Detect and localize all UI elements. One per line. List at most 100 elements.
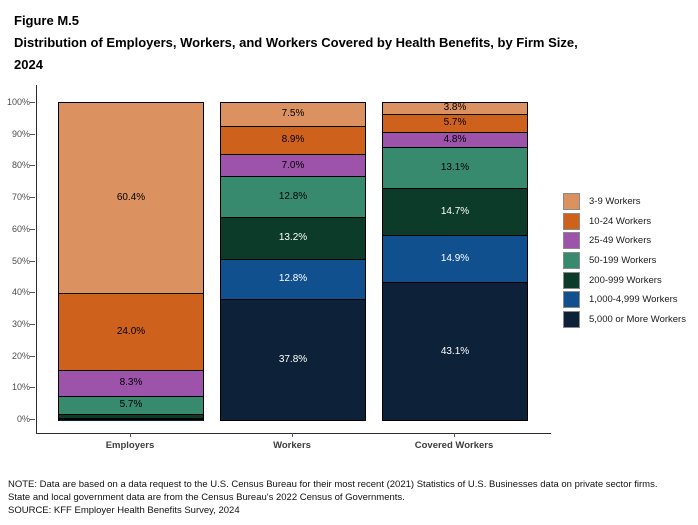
footnote-block: NOTE: Data are based on a data request t… (8, 478, 658, 517)
segment-value-label: 37.8% (278, 354, 308, 366)
legend-swatch (563, 271, 580, 289)
bar-segment: 8.3% (59, 370, 203, 397)
y-axis-tick-label: 60% (11, 223, 30, 234)
bar-segment: 24.0% (59, 294, 203, 371)
legend-swatch (563, 193, 580, 211)
bar-segment: 4.8% (383, 132, 527, 148)
stacked-bar: 3.8% 5.7% 4.8% 13.1% 14.7% 14.9% 43.1% (382, 101, 528, 421)
x-axis-tick-mark (130, 433, 131, 437)
y-axis-tick-mark (30, 323, 35, 325)
bar-segment: 60.4% (59, 103, 203, 295)
legend-item: 10-24 Workers (563, 212, 686, 232)
stacked-bar: 60.4% 24.0% 8.3% 5.7% (58, 102, 204, 421)
y-axis-tick-mark (30, 197, 35, 199)
y-axis-tick-mark (30, 260, 35, 262)
legend-label: 3-9 Workers (589, 196, 641, 208)
segment-value-label: 5.7% (119, 399, 143, 411)
y-axis-tick-label: 80% (11, 160, 30, 171)
legend-label: 200-999 Workers (589, 274, 662, 286)
legend-swatch (563, 310, 580, 328)
legend-item: 50-199 Workers (563, 251, 686, 271)
legend-item: 200-999 Workers (563, 270, 686, 290)
y-axis-tick-mark (30, 355, 35, 357)
y-axis-tick-label: 70% (11, 192, 30, 203)
bar-segment: 43.1% (383, 283, 527, 420)
y-axis-tick-label: 30% (11, 318, 30, 329)
x-axis-tick-mark (454, 433, 455, 437)
y-axis-tick-mark (30, 387, 35, 389)
bar-segment: 7.5% (221, 103, 365, 127)
segment-value-label: 7.0% (281, 159, 305, 171)
y-axis-tick-label: 20% (11, 350, 30, 361)
y-axis-tick-mark (30, 419, 35, 420)
segment-value-label: 3.8% (443, 102, 467, 114)
bar-segment: 5.7% (383, 114, 527, 133)
bar-segment: 12.8% (221, 259, 365, 301)
segment-value-label: 12.8% (278, 273, 308, 285)
legend-label: 5,000 or More Workers (589, 313, 686, 325)
figure-label: Figure M.5 (14, 13, 80, 28)
legend-item: 25-49 Workers (563, 231, 686, 251)
y-axis-tick-label: 90% (11, 128, 30, 139)
legend-label: 50-199 Workers (589, 255, 657, 267)
legend-swatch (563, 291, 580, 309)
y-axis-tick-label: 100% (6, 97, 30, 107)
y-axis-tick-mark (30, 165, 35, 167)
bar-segment: 12.8% (221, 177, 365, 218)
y-axis-tick-mark (30, 228, 35, 230)
x-axis-category-label: Covered Workers (414, 440, 494, 451)
legend-item: 3-9 Workers (563, 192, 686, 212)
bar-segment: 7.0% (221, 154, 365, 178)
segment-value-label: 8.3% (119, 377, 143, 389)
legend-label: 1,000-4,999 Workers (589, 294, 678, 306)
segment-value-label: 13.2% (278, 232, 308, 244)
legend-item: 1,000-4,999 Workers (563, 290, 686, 310)
figure-title-year: 2024 (14, 57, 43, 72)
bar-segment: 14.7% (383, 189, 527, 237)
legend-swatch (563, 232, 580, 250)
legend-item: 5,000 or More Workers (563, 310, 686, 330)
segment-value-label: 13.1% (440, 162, 470, 174)
x-axis-category-label: Employers (105, 440, 155, 451)
segment-value-label: 7.5% (281, 108, 305, 120)
segment-value-label: 8.9% (281, 134, 305, 146)
y-axis-tick-mark (30, 102, 35, 103)
segment-value-label: 43.1% (440, 345, 470, 357)
y-axis-tick-mark (30, 292, 35, 294)
note-text: NOTE: Data are based on a data request t… (8, 479, 658, 503)
y-axis-tick-label: 40% (11, 287, 30, 298)
bar-segment: 14.9% (383, 236, 527, 284)
bar-segment: 5.7% (59, 396, 203, 415)
segment-value-label: 5.7% (443, 117, 467, 129)
bar-segment: 3.8% (383, 102, 527, 115)
legend-label: 25-49 Workers (589, 235, 652, 247)
segment-value-label: 14.9% (440, 253, 470, 265)
figure-title: Distribution of Employers, Workers, and … (14, 35, 578, 50)
y-axis-tick-label: 0% (16, 414, 30, 424)
segment-value-label: 14.7% (440, 206, 470, 218)
bar-segment: 13.1% (383, 147, 527, 190)
figure-heading: Figure M.5 Distribution of Employers, Wo… (14, 10, 674, 76)
y-axis-tick-label: 10% (11, 382, 30, 393)
bar-segment: 13.2% (221, 217, 365, 260)
bar-segment (59, 418, 203, 420)
bar-segment: 37.8% (221, 300, 365, 420)
source-text: SOURCE: KFF Employer Health Benefits Sur… (8, 505, 240, 516)
segment-value-label: 60.4% (116, 192, 146, 204)
segment-value-label: 4.8% (443, 133, 467, 145)
legend-swatch (563, 212, 580, 230)
y-axis-tick-mark (30, 133, 35, 135)
plot-panel-axes (36, 85, 551, 434)
segment-value-label: 24.0% (116, 325, 146, 337)
bar-segment (59, 414, 203, 419)
legend-label: 10-24 Workers (589, 215, 652, 227)
chart-legend: 3-9 Workers 10-24 Workers 25-49 Workers 50-… (563, 192, 686, 329)
y-axis-tick-label: 50% (11, 255, 30, 266)
stacked-bar: 7.5% 8.9% 7.0% 12.8% 13.2% 12.8% 37.8% (220, 102, 366, 421)
legend-swatch (563, 252, 580, 270)
x-axis-tick-mark (292, 433, 293, 437)
bar-segment: 8.9% (221, 126, 365, 155)
x-axis-category-label: Workers (273, 440, 311, 451)
segment-value-label: 12.8% (278, 190, 308, 202)
